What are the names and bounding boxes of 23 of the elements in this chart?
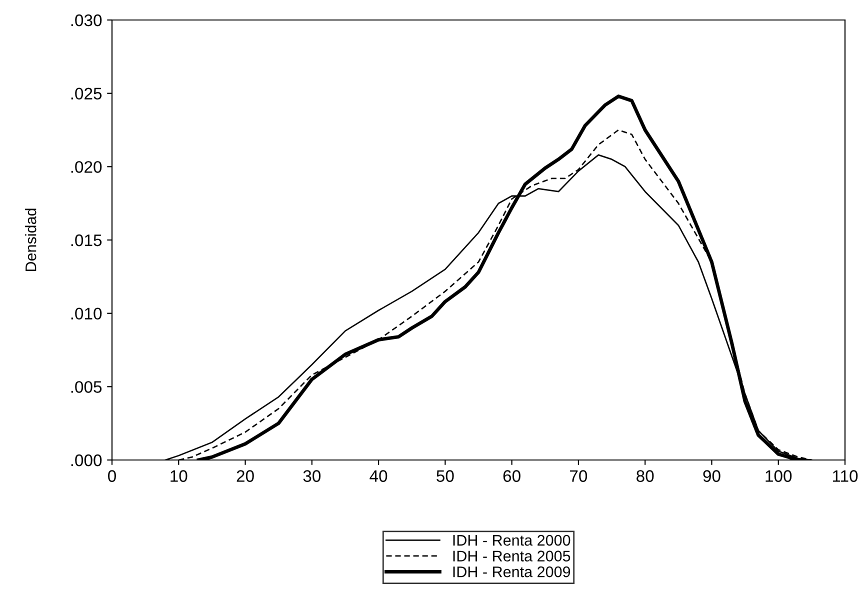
x-tick-label: 10 xyxy=(170,470,188,482)
x-tick-label: 100 xyxy=(766,470,792,482)
x-tick-label: 70 xyxy=(570,470,588,482)
legend-label: IDH - Renta 2005 xyxy=(453,550,570,562)
x-tick-label: 50 xyxy=(436,470,454,482)
y-tick-label: .025 xyxy=(71,88,102,100)
legend-label: IDH - Renta 2009 xyxy=(453,566,570,578)
x-tick-label: 0 xyxy=(108,470,116,482)
y-tick-label: .005 xyxy=(71,381,102,393)
x-tick-label: 60 xyxy=(503,470,520,482)
y-tick-label: .000 xyxy=(71,454,102,466)
x-tick-label: 90 xyxy=(703,470,720,482)
y-tick-label: .030 xyxy=(71,14,102,26)
y-tick-label: .015 xyxy=(71,234,102,246)
x-tick-label: 80 xyxy=(636,470,654,482)
x-tick-label: 30 xyxy=(303,470,321,482)
y-tick-label: .010 xyxy=(71,308,102,320)
x-tick-label: 20 xyxy=(236,470,254,482)
legend-label: IDH - Renta 2000 xyxy=(453,534,570,546)
x-tick-label: 110 xyxy=(832,470,858,482)
y-tick-label: .020 xyxy=(71,161,102,173)
x-tick-label: 40 xyxy=(370,470,388,482)
y-axis-title: Densidad xyxy=(25,208,36,272)
